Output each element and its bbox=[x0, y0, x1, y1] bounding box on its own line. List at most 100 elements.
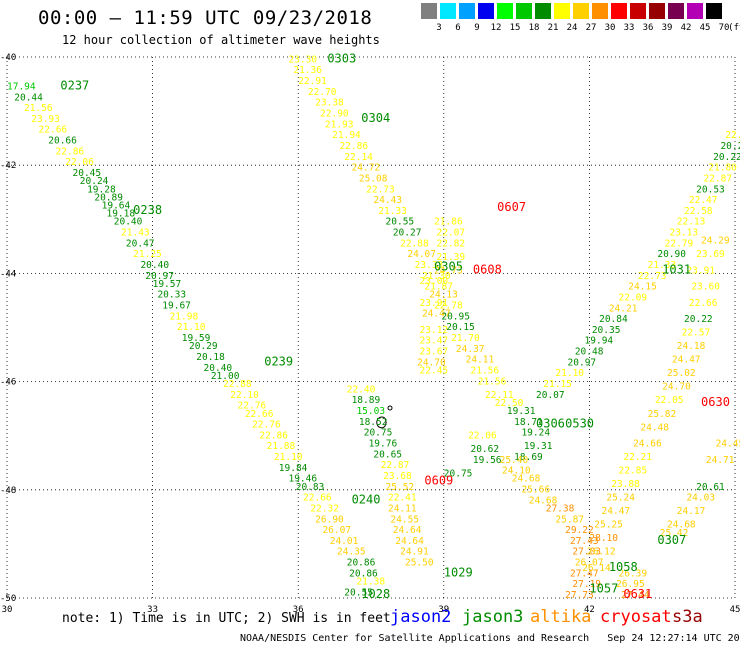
wave-height-value: 24.47 bbox=[602, 506, 631, 517]
legend-swatch bbox=[440, 3, 456, 19]
track-time-label: 0530 bbox=[565, 417, 594, 431]
island-outline bbox=[376, 405, 393, 429]
legend-label: 42 bbox=[680, 23, 692, 33]
lon-tick-label: 30 bbox=[2, 605, 13, 615]
wave-height-value: 20.18 bbox=[196, 352, 225, 363]
wave-height-value: 27.19 bbox=[572, 579, 601, 590]
wave-height-value: 24.47 bbox=[422, 309, 451, 320]
wave-height-value: 22.66 bbox=[689, 298, 718, 309]
legend-label: 70 bbox=[718, 23, 730, 33]
wave-height-value: 24.64 bbox=[395, 536, 424, 547]
wave-height-value: 24.17 bbox=[677, 506, 706, 517]
wave-height-value: 22.73 bbox=[638, 271, 667, 282]
wave-height-value: 24.18 bbox=[677, 341, 706, 352]
wave-height-value: 20.40 bbox=[140, 260, 169, 271]
track-time-label: 0630 bbox=[701, 395, 730, 409]
wave-height-value: 22.86 bbox=[339, 141, 368, 152]
wave-height-value: 27.73 bbox=[565, 590, 594, 601]
wave-height-value: 20.83 bbox=[296, 482, 325, 493]
wave-height-value: 26.95 bbox=[616, 579, 645, 590]
wave-height-value: 22.32 bbox=[310, 503, 339, 514]
wave-height-value: 20.29 bbox=[189, 341, 218, 352]
wave-height-value: 25.82 bbox=[648, 409, 677, 420]
wave-height-value: 19.76 bbox=[369, 439, 398, 450]
wave-height-value: 19.56 bbox=[473, 455, 502, 466]
satellite-legend-s3a: s3a bbox=[672, 607, 703, 627]
wave-height-value: 19.84 bbox=[279, 463, 308, 474]
wave-height-value: 24.29 bbox=[701, 236, 730, 247]
wave-height-value: 19.59 bbox=[182, 333, 211, 344]
legend-swatch bbox=[535, 3, 551, 19]
wave-height-value: 24.64 bbox=[393, 525, 422, 536]
legend-swatch bbox=[706, 3, 722, 19]
wave-height-value: 20.24 bbox=[80, 176, 109, 187]
track-time-label: 0237 bbox=[60, 78, 89, 92]
legend-swatch bbox=[687, 3, 703, 19]
wave-height-value: 22.06 bbox=[65, 157, 94, 168]
wave-height-value: 22.58 bbox=[684, 206, 713, 217]
wave-height-value: 21.94 bbox=[332, 130, 361, 141]
wave-height-points: 17.9420.4421.5623.9322.6620.6622.8622.06… bbox=[7, 54, 740, 601]
lat-tick-label: -42 bbox=[0, 161, 16, 171]
wave-height-value: 22.66 bbox=[303, 493, 332, 504]
wave-height-value: 24.68 bbox=[529, 495, 558, 506]
satellite-legend-cryosat: cryosat bbox=[600, 607, 672, 627]
wave-height-value: 22.91 bbox=[298, 76, 327, 87]
wave-height-value: 22.76 bbox=[238, 401, 267, 412]
lon-tick-label: 39 bbox=[438, 605, 449, 615]
track-time-label: 1058 bbox=[609, 560, 638, 574]
wave-height-value: 20.97 bbox=[568, 357, 597, 368]
track-time-label: 0238 bbox=[133, 203, 162, 217]
wave-height-value: 20.27 bbox=[393, 228, 422, 239]
wave-height-value: 25.40 bbox=[500, 455, 529, 466]
wave-height-value: 27.38 bbox=[546, 503, 575, 514]
longitude-ticks: 30 33 36 39 42 45 bbox=[2, 605, 740, 615]
wave-height-value: 26.14 bbox=[582, 563, 611, 574]
wave-height-value: 25.24 bbox=[606, 493, 635, 504]
track-time-label: 0607 bbox=[497, 200, 526, 214]
wave-height-value: 22.09 bbox=[619, 292, 648, 303]
wave-height-value: 21.80 bbox=[708, 163, 737, 174]
wave-height-value: 28.10 bbox=[589, 533, 618, 544]
track-time-label: 0240 bbox=[352, 492, 381, 506]
wave-height-value: 22.82 bbox=[437, 238, 466, 249]
wave-height-value: 21.39 bbox=[437, 252, 466, 263]
wave-height-value: 22.86 bbox=[259, 430, 288, 441]
wave-height-value: 20.40 bbox=[114, 217, 143, 228]
wave-height-value: 20.33 bbox=[157, 290, 186, 301]
wave-height-value: 22.88 bbox=[400, 238, 429, 249]
satellite-legend-altika: altika bbox=[530, 607, 592, 627]
wave-height-value: 26.07 bbox=[322, 525, 351, 536]
wave-height-value: 15.03 bbox=[356, 406, 385, 417]
wave-height-value: 23.47 bbox=[420, 336, 449, 347]
wave-height-value: 26.90 bbox=[315, 514, 344, 525]
wave-height-value: 20.15 bbox=[446, 322, 475, 333]
legend-swatch bbox=[459, 3, 475, 19]
wave-height-value: 27.03 bbox=[572, 547, 601, 558]
wave-height-value: 23.88 bbox=[611, 479, 640, 490]
wave-height-value: 23.30 bbox=[288, 54, 317, 65]
wave-height-value: 20.86 bbox=[349, 568, 378, 579]
wave-height-value: 21.88 bbox=[267, 441, 296, 452]
wave-height-value: 23.00 bbox=[420, 276, 449, 287]
wave-height-value: 24.07 bbox=[407, 249, 436, 260]
track-time-label: 0305 bbox=[434, 260, 463, 274]
wave-height-value: 22.41 bbox=[388, 493, 417, 504]
wave-height-value: 22.86 bbox=[56, 146, 85, 157]
map-grid bbox=[6, 56, 736, 599]
wave-height-value: 26.12 bbox=[587, 547, 616, 558]
wave-height-value: 22.21 bbox=[623, 452, 652, 463]
wave-height-value: 18.89 bbox=[352, 395, 381, 406]
legend-swatch bbox=[554, 3, 570, 19]
wave-height-value: 23.12 bbox=[420, 325, 449, 336]
wave-height-value: 20.62 bbox=[470, 444, 499, 455]
wave-height-value: 24.15 bbox=[628, 282, 657, 293]
satellite-legend-jason3: jason3 bbox=[462, 607, 524, 627]
wave-height-value: 25.50 bbox=[405, 558, 434, 569]
wave-height-value: 19.46 bbox=[288, 474, 317, 485]
wave-height-value: 22.73 bbox=[366, 184, 395, 195]
latitude-ticks: -40 -42 -44 -46 -48 -50 bbox=[0, 53, 16, 604]
lat-tick-label: -48 bbox=[0, 486, 16, 496]
track-time-label: 0631 bbox=[623, 587, 652, 601]
wave-height-value: 21.70 bbox=[451, 333, 480, 344]
